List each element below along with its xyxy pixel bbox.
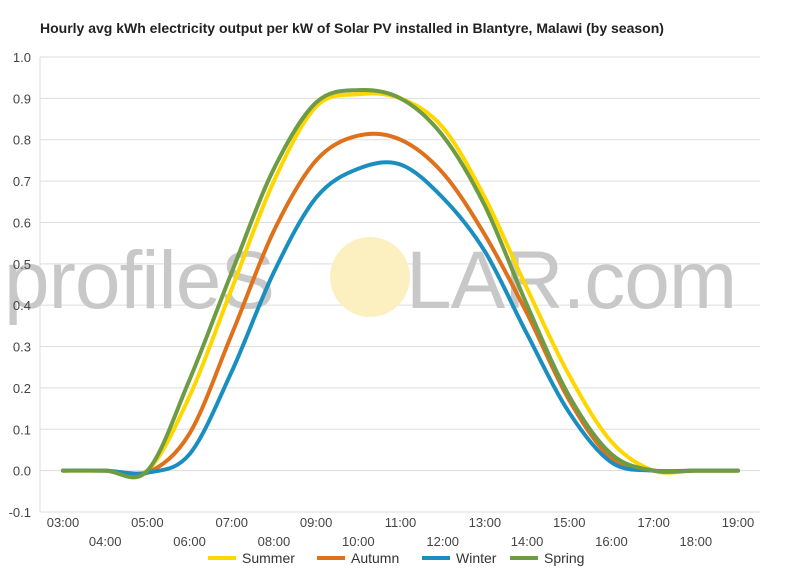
watermark-sun-icon (330, 237, 410, 317)
x-tick-label: 10:00 (342, 534, 375, 549)
y-tick-label: -0.1 (9, 505, 31, 520)
x-tick-label: 18:00 (680, 534, 713, 549)
x-tick-label: 07:00 (215, 515, 248, 530)
watermark: profileS LAR.com (4, 235, 737, 326)
y-tick-label: 0.6 (13, 215, 31, 230)
x-tick-label: 12:00 (426, 534, 459, 549)
x-tick-label: 09:00 (300, 515, 333, 530)
legend-label: Autumn (351, 550, 399, 566)
series-line-spring (61, 87, 740, 480)
x-tick-label: 15:00 (553, 515, 586, 530)
legend-label: Winter (456, 550, 497, 566)
series-line-autumn (61, 131, 740, 478)
y-tick-label: 0.8 (13, 133, 31, 148)
y-tick-label: 1.0 (13, 50, 31, 65)
legend-label: Spring (544, 550, 584, 566)
x-tick-label: 16:00 (595, 534, 628, 549)
y-tick-label: 0.0 (13, 464, 31, 479)
x-tick-label: 05:00 (131, 515, 164, 530)
legend: Summer Autumn Winter Spring (208, 550, 584, 566)
y-tick-label: 0.5 (13, 257, 31, 272)
x-tick-label: 08:00 (258, 534, 291, 549)
x-tick-label: 19:00 (722, 515, 755, 530)
y-tick-label: 0.2 (13, 381, 31, 396)
grid-lines (39, 56, 760, 513)
y-tick-label: 0.4 (13, 298, 31, 313)
x-tick-label: 17:00 (637, 515, 670, 530)
chart-title: Hourly avg kWh electricity output per kW… (40, 20, 664, 36)
y-tick-label: 0.3 (13, 340, 31, 355)
x-tick-label: 11:00 (385, 515, 417, 530)
x-tick-label: 03:00 (47, 515, 80, 530)
x-tick-label: 04:00 (89, 534, 122, 549)
y-axis-ticks: -0.1 0.0 0.1 0.2 0.3 0.4 0.5 0.6 0.7 0.8 0.9 1.0 (9, 50, 31, 520)
series-lines (61, 87, 740, 480)
y-tick-label: 0.1 (13, 422, 31, 437)
y-tick-label: 0.9 (13, 91, 31, 106)
legend-label: Summer (242, 550, 295, 566)
x-tick-label: 14:00 (511, 534, 544, 549)
x-tick-label: 06:00 (173, 534, 206, 549)
x-tick-label: 13:00 (469, 515, 502, 530)
y-tick-label: 0.7 (13, 174, 31, 189)
watermark-text: LAR.com (406, 235, 736, 326)
x-axis-ticks: 03:00 04:00 05:00 06:00 07:00 08:00 09:00 10:00… (47, 515, 755, 549)
series-line-winter (61, 160, 740, 476)
